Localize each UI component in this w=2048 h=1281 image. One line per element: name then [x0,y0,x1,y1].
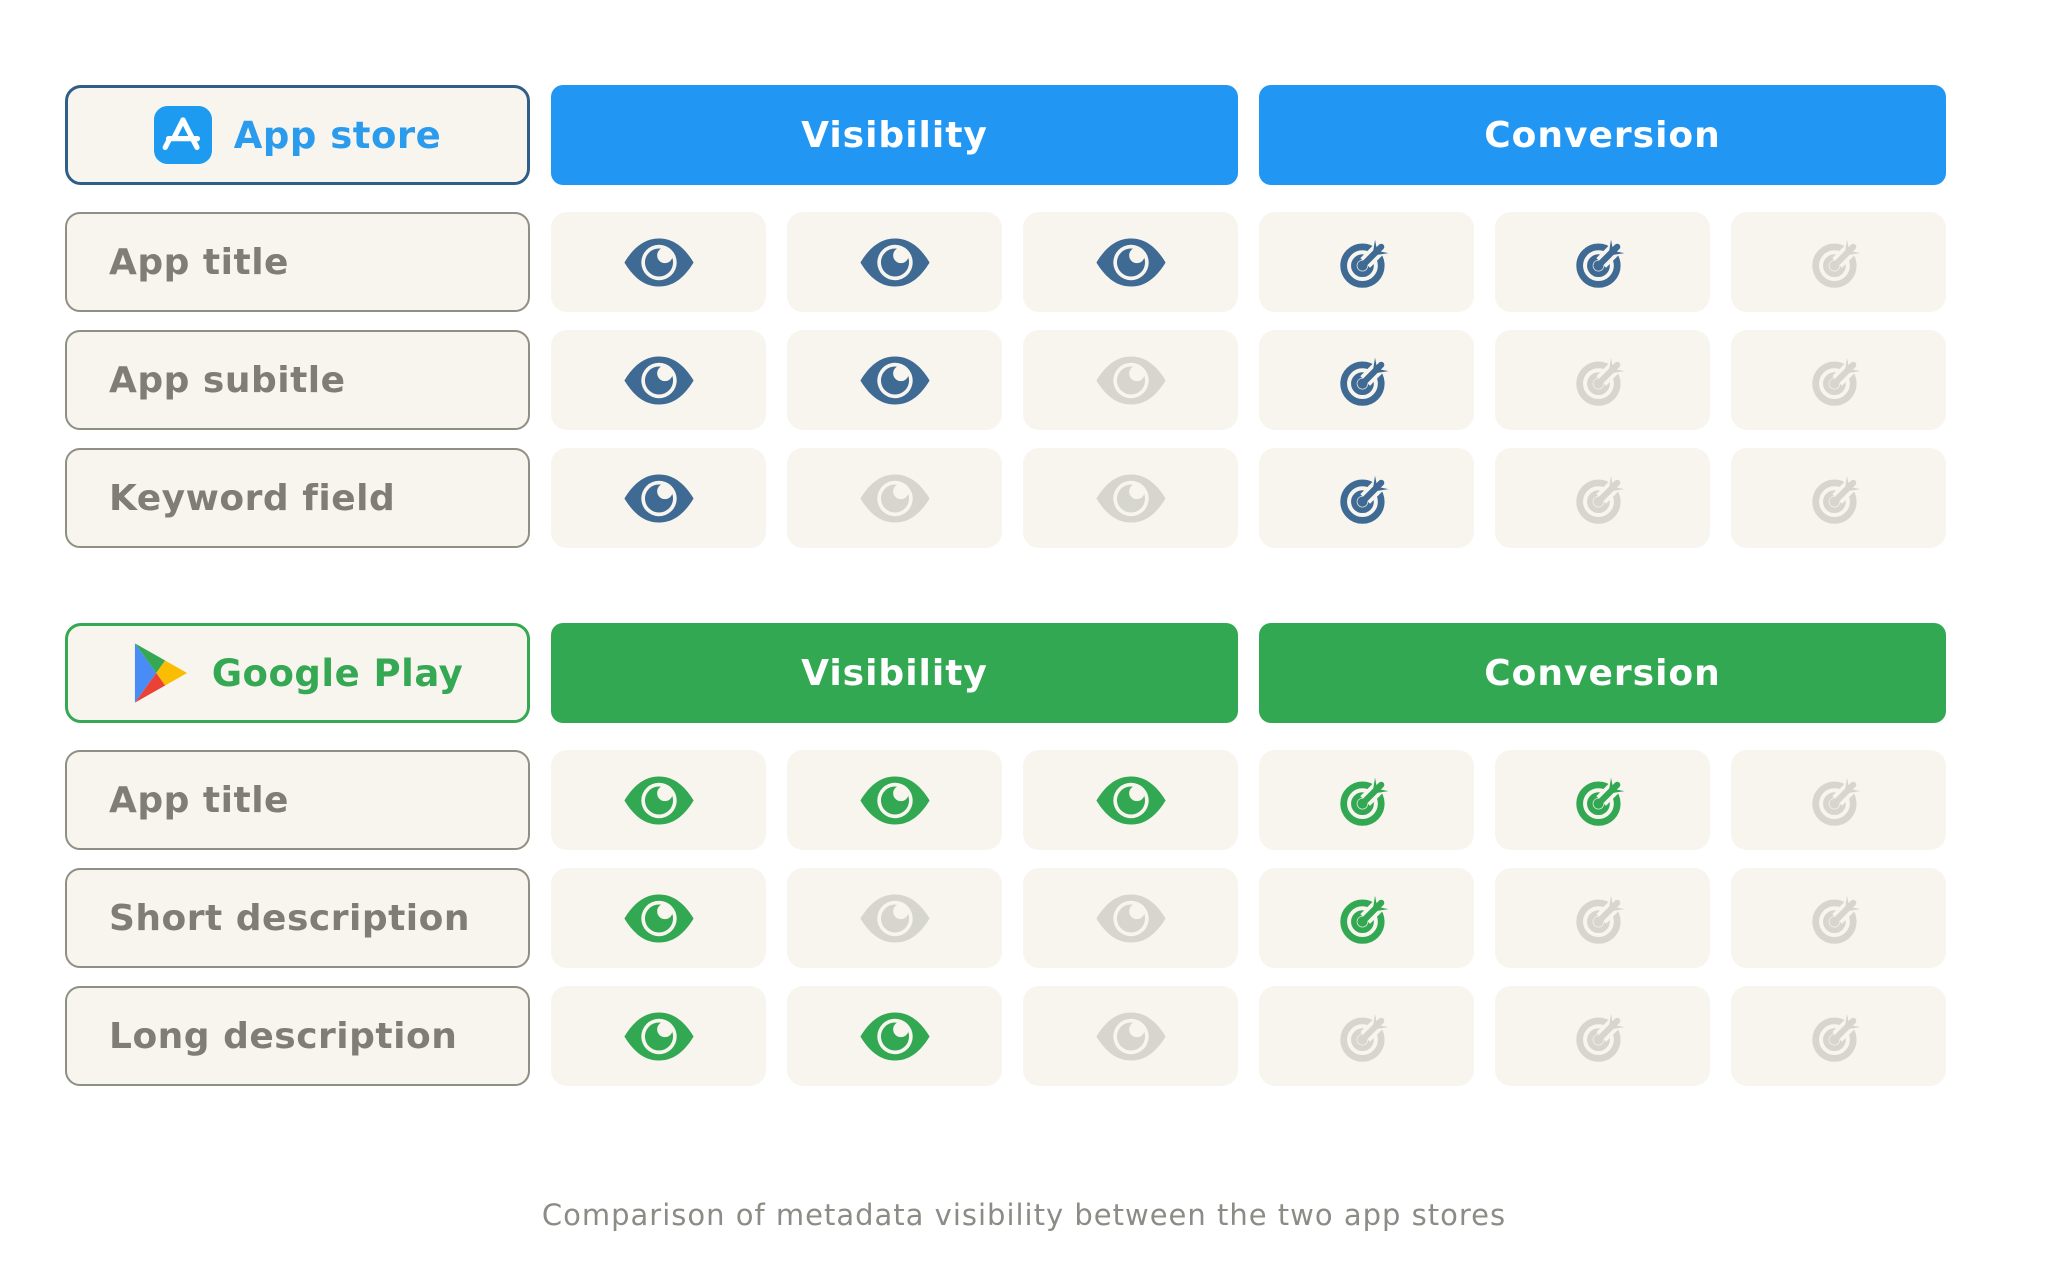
eye-icon [859,237,930,287]
store-name: App store [233,113,442,157]
visibility-cell [787,868,1002,968]
app-store-section: App store Visibility Conversion App titl… [65,85,1946,548]
visibility-cell [1023,986,1238,1086]
bullseye-arrow-icon [1575,1005,1634,1062]
conversion-cell [1259,330,1474,430]
visibility-cell [787,212,1002,312]
google-play-logo-icon [132,641,190,705]
visibility-cell [1023,868,1238,968]
conversion-cell [1731,212,1946,312]
caption: Comparison of metadata visibility betwee… [541,1198,1507,1232]
row-label: App title [65,212,530,312]
bullseye-arrow-icon [1575,349,1634,406]
conversion-cell [1495,212,1710,312]
conversion-cell [1731,868,1946,968]
visibility-cell [551,750,766,850]
rows-grid: App title Short [65,750,1946,1086]
header-row: Google Play Visibility Conversion [65,623,1946,723]
eye-icon [859,473,930,523]
conversion-header: Conversion [1259,623,1946,723]
app-store-badge: App store [65,85,530,185]
eye-icon [623,237,694,287]
conversion-cell [1731,448,1946,548]
google-play-badge: Google Play [65,623,530,723]
visibility-cell [787,448,1002,548]
bullseye-arrow-icon [1575,467,1634,524]
bullseye-arrow-icon [1811,769,1870,826]
conversion-cell [1259,750,1474,850]
bullseye-arrow-icon [1811,349,1870,406]
visibility-cell [1023,448,1238,548]
conversion-cell [1731,330,1946,430]
conversion-cell [1495,330,1710,430]
visibility-cell [551,448,766,548]
eye-icon [623,1011,694,1061]
eye-icon [623,893,694,943]
eye-icon [623,775,694,825]
bullseye-arrow-icon [1339,1005,1398,1062]
app-store-logo-icon [153,106,212,164]
bullseye-arrow-icon [1339,769,1398,826]
visibility-cell [787,750,1002,850]
eye-icon [859,355,930,405]
bullseye-arrow-icon [1811,467,1870,524]
store-name: Google Play [211,651,464,695]
visibility-cell [787,330,1002,430]
visibility-cell [551,986,766,1086]
bullseye-arrow-icon [1575,231,1634,288]
rows-grid: App title App s [65,212,1946,548]
conversion-cell [1259,868,1474,968]
bullseye-arrow-icon [1811,231,1870,288]
row-label: Short description [65,868,530,968]
row-label: App subitle [65,330,530,430]
eye-icon [623,473,694,523]
eye-icon [1095,355,1166,405]
eye-icon [623,355,694,405]
google-play-section: Google Play Visibility Conversion App ti… [65,623,1946,1086]
visibility-cell [551,212,766,312]
conversion-cell [1495,448,1710,548]
visibility-cell [1023,750,1238,850]
conversion-cell [1731,750,1946,850]
eye-icon [859,893,930,943]
eye-icon [1095,893,1166,943]
eye-icon [859,1011,930,1061]
visibility-header: Visibility [551,623,1238,723]
visibility-cell [551,330,766,430]
eye-icon [1095,237,1166,287]
conversion-cell [1259,448,1474,548]
conversion-cell [1495,750,1710,850]
bullseye-arrow-icon [1339,349,1398,406]
header-row: App store Visibility Conversion [65,85,1946,185]
eye-icon [1095,473,1166,523]
bullseye-arrow-icon [1575,887,1634,944]
conversion-cell [1259,986,1474,1086]
visibility-cell [1023,212,1238,312]
visibility-cell [1023,330,1238,430]
bullseye-arrow-icon [1339,887,1398,944]
conversion-cell [1731,986,1946,1086]
conversion-cell [1495,986,1710,1086]
bullseye-arrow-icon [1339,467,1398,524]
bullseye-arrow-icon [1575,769,1634,826]
visibility-header: Visibility [551,85,1238,185]
visibility-cell [551,868,766,968]
bullseye-arrow-icon [1811,887,1870,944]
bullseye-arrow-icon [1811,1005,1870,1062]
bullseye-arrow-icon [1339,231,1398,288]
row-label: App title [65,750,530,850]
conversion-header: Conversion [1259,85,1946,185]
row-label: Long description [65,986,530,1086]
visibility-cell [787,986,1002,1086]
conversion-cell [1495,868,1710,968]
eye-icon [1095,775,1166,825]
app-store-logo-icon [153,106,212,164]
row-label: Keyword field [65,448,530,548]
google-play-logo-icon [134,643,187,703]
eye-icon [1095,1011,1166,1061]
conversion-cell [1259,212,1474,312]
eye-icon [859,775,930,825]
